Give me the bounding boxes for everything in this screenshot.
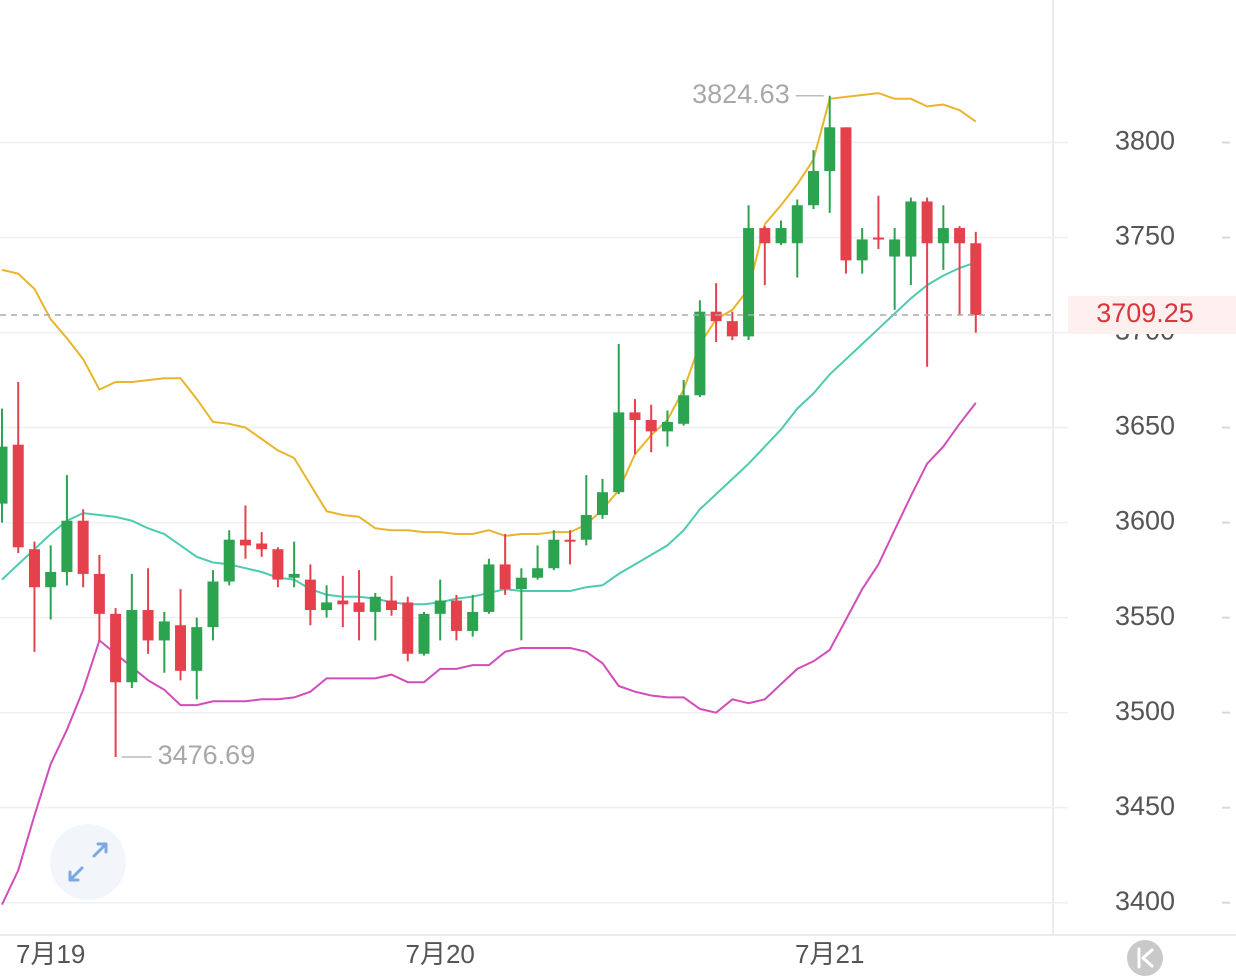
candle-body: [402, 602, 414, 654]
candle-body: [93, 573, 105, 614]
y-tick-label: 3450: [1115, 791, 1175, 821]
x-tick-label: 7月20: [406, 939, 475, 969]
candle-body: [450, 600, 462, 631]
candle-body: [937, 228, 949, 244]
candle-body: [808, 171, 819, 206]
candle-body: [759, 228, 771, 244]
candle-body: [142, 610, 154, 641]
collapse-icon[interactable]: [1137, 947, 1154, 969]
candle-body: [239, 539, 251, 546]
candle-body: [207, 581, 219, 628]
current-price-label: 3709.25: [1096, 298, 1194, 328]
candle-body: [791, 205, 803, 244]
candle-body: [548, 539, 560, 569]
candle-body: [61, 520, 73, 573]
current-price-box: [1068, 295, 1236, 334]
candle-body: [304, 579, 316, 611]
candle-body: [613, 412, 625, 493]
candle-body: [288, 573, 300, 578]
candle-body: [126, 610, 138, 683]
candle-body: [905, 201, 917, 257]
candle-body: [921, 201, 933, 244]
grid: [0, 141, 1230, 904]
candle-body: [872, 237, 884, 240]
candle-body: [0, 446, 8, 504]
candle-body: [418, 613, 430, 654]
x-tick-label: 7月21: [795, 939, 864, 969]
candle-body: [840, 127, 852, 261]
candle-body: [45, 572, 57, 588]
candle-body: [954, 228, 966, 244]
band-line: [1, 402, 977, 906]
candles: [0, 95, 982, 757]
candle-body: [12, 444, 24, 548]
candle-body: [661, 421, 673, 432]
y-tick-label: 3400: [1115, 886, 1175, 916]
candle-body: [499, 564, 511, 590]
candle-body: [710, 311, 722, 322]
candle-body: [970, 243, 982, 315]
candle-body: [434, 600, 446, 614]
high-annotation: 3824.63: [692, 79, 790, 109]
candle-body: [369, 596, 381, 612]
expand-button[interactable]: [50, 824, 126, 900]
candle-body: [856, 239, 868, 261]
candle-body: [256, 543, 268, 550]
candle-body: [386, 600, 398, 611]
candle-body: [337, 600, 349, 605]
x-tick-label: 7月19: [16, 939, 85, 969]
collapse-button[interactable]: [1127, 940, 1163, 976]
candle-body: [483, 564, 495, 612]
candle-body: [532, 568, 544, 578]
candle-body: [272, 549, 284, 580]
y-tick-label: 3550: [1115, 601, 1175, 631]
candle-body: [467, 611, 479, 631]
low-annotation: 3476.69: [158, 740, 256, 770]
candle-body: [597, 492, 609, 516]
candle-body: [175, 625, 187, 671]
y-tick-label: 3600: [1115, 506, 1175, 536]
candle-body: [223, 539, 235, 582]
candle-body: [678, 395, 690, 424]
candle-body: [824, 127, 836, 172]
candle-body: [321, 602, 333, 611]
candle-body: [191, 627, 203, 671]
candle-body: [353, 602, 365, 612]
y-tick-label: 3500: [1115, 696, 1175, 726]
candle-body: [726, 321, 738, 337]
candle-body: [743, 228, 755, 337]
expand-icon[interactable]: [68, 842, 108, 882]
candle-body: [694, 311, 706, 396]
labels: 3400345035003550360036503700375038007月19…: [0, 79, 1236, 969]
candle-body: [515, 577, 527, 590]
candle-body: [110, 613, 122, 683]
candle-body: [564, 539, 576, 542]
candle-body: [28, 549, 40, 588]
candle-body: [645, 419, 657, 432]
candle-body: [77, 520, 89, 574]
candle-body: [158, 621, 170, 641]
expand-button-bg[interactable]: [50, 824, 126, 900]
y-tick-label: 3650: [1115, 411, 1175, 441]
candle-body: [775, 228, 787, 244]
candle-body: [629, 412, 641, 420]
y-tick-label: 3750: [1115, 221, 1175, 251]
y-tick-label: 3800: [1115, 126, 1175, 156]
candle-body: [580, 515, 592, 540]
candle-body: [889, 239, 901, 257]
